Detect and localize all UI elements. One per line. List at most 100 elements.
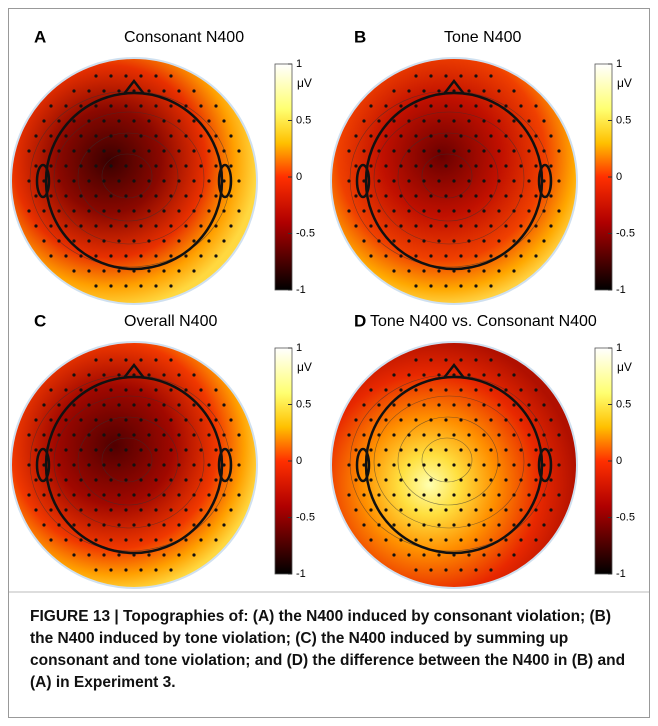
electrode	[429, 254, 433, 258]
electrode	[117, 209, 121, 213]
electrode	[429, 358, 433, 362]
ear	[537, 447, 553, 483]
electrode	[414, 74, 418, 78]
electrode	[169, 74, 173, 78]
electrode	[42, 463, 46, 467]
electrode	[429, 478, 433, 482]
electrode	[557, 493, 561, 497]
electrode	[467, 239, 471, 243]
electrode	[57, 403, 61, 407]
electrode	[467, 463, 471, 467]
electrode	[192, 523, 196, 527]
electrode	[184, 448, 188, 452]
electrode	[147, 463, 151, 467]
ear	[217, 163, 233, 199]
electrode	[489, 224, 493, 228]
electrode	[117, 119, 121, 123]
electrode	[512, 523, 516, 527]
electrode	[407, 179, 411, 183]
electrode	[109, 104, 113, 108]
electrode	[147, 89, 151, 93]
electrode	[489, 104, 493, 108]
electrode	[169, 224, 173, 228]
electrode	[124, 568, 128, 572]
electrode	[474, 284, 478, 288]
electrode	[437, 403, 441, 407]
electrode	[519, 254, 523, 258]
electrode	[132, 89, 136, 93]
electrode	[504, 448, 508, 452]
electrode	[214, 104, 218, 108]
electrode	[49, 508, 53, 512]
electrode	[49, 134, 53, 138]
electrode	[57, 179, 61, 183]
electrode	[49, 194, 53, 198]
electrode	[207, 493, 211, 497]
electrode	[49, 538, 53, 542]
electrode	[377, 463, 381, 467]
electrode	[384, 194, 388, 198]
electrode	[139, 448, 143, 452]
electrode	[64, 104, 68, 108]
electrode	[557, 463, 561, 467]
electrode	[237, 493, 241, 497]
electrode	[72, 209, 76, 213]
electrode	[354, 418, 358, 422]
electrode	[452, 89, 456, 93]
electrode	[527, 119, 531, 123]
colorbar-unit: μV	[297, 76, 312, 90]
electrode	[94, 388, 98, 392]
electrode	[139, 538, 143, 542]
electrode	[102, 433, 106, 437]
electrode	[384, 254, 388, 258]
electrode	[162, 179, 166, 183]
electrode	[154, 448, 158, 452]
electrode	[162, 403, 166, 407]
electrode	[222, 403, 226, 407]
electrode	[139, 418, 143, 422]
electrode	[94, 224, 98, 228]
electrode	[474, 478, 478, 482]
electrode	[64, 478, 68, 482]
electrode	[109, 448, 113, 452]
electrode	[369, 254, 373, 258]
electrode	[452, 403, 456, 407]
electrode	[199, 194, 203, 198]
electrode	[229, 134, 233, 138]
electrode	[42, 149, 46, 153]
electrode	[237, 179, 241, 183]
electrode	[102, 463, 106, 467]
electrode	[222, 239, 226, 243]
colorbar-tick-label: -0.5	[616, 511, 635, 523]
electrode	[72, 179, 76, 183]
electrode	[474, 74, 478, 78]
electrode	[42, 523, 46, 527]
electrode	[399, 194, 403, 198]
electrode	[229, 448, 233, 452]
electrode	[444, 254, 448, 258]
electrode	[199, 104, 203, 108]
electrode	[377, 209, 381, 213]
electrode	[452, 209, 456, 213]
electrode	[429, 508, 433, 512]
electrode	[377, 433, 381, 437]
electrode	[437, 523, 441, 527]
electrode	[407, 553, 411, 557]
electrode	[384, 388, 388, 392]
electrode	[369, 538, 373, 542]
electrode	[57, 119, 61, 123]
electrode	[222, 179, 226, 183]
electrode	[459, 418, 463, 422]
electrode	[124, 104, 128, 108]
electrode	[49, 164, 53, 168]
electrode	[192, 179, 196, 183]
electrode	[414, 358, 418, 362]
electrode	[399, 508, 403, 512]
electrode	[42, 433, 46, 437]
electrode	[124, 134, 128, 138]
electrode	[512, 149, 516, 153]
electrode	[64, 254, 68, 258]
electrode	[199, 224, 203, 228]
electrode	[184, 538, 188, 542]
electrode	[214, 448, 218, 452]
